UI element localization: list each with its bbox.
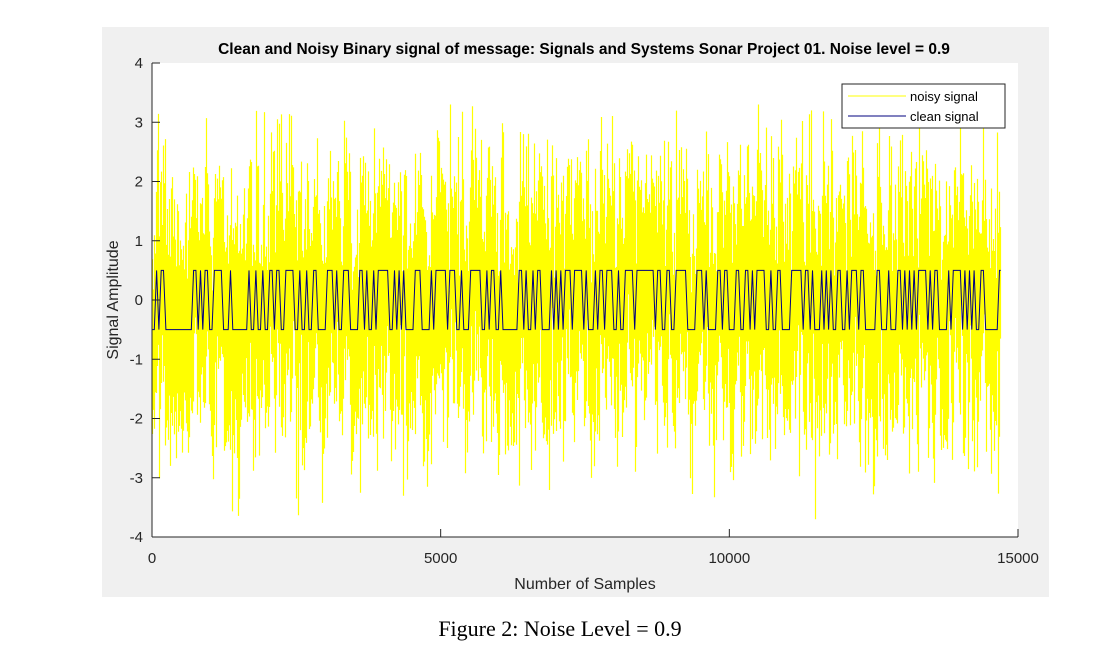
- y-tick-label: 2: [135, 174, 143, 191]
- figure-caption: Figure 2: Noise Level = 0.9: [438, 616, 682, 641]
- x-axis-label: Number of Samples: [514, 576, 655, 593]
- legend-label-clean-signal: clean signal: [910, 109, 979, 124]
- y-tick-label: 0: [135, 292, 143, 309]
- legend: noisy signal clean signal: [841, 83, 1006, 129]
- legend-label-noisy-signal: noisy signal: [910, 89, 978, 104]
- y-tick-label: -4: [130, 529, 143, 546]
- y-tick-label: -2: [130, 411, 143, 428]
- chart-title: Clean and Noisy Binary signal of message…: [218, 41, 950, 58]
- x-tick-label: 0: [148, 550, 156, 567]
- y-tick-label: 4: [135, 55, 143, 72]
- legend-box: [841, 83, 1006, 129]
- y-axis-label: Signal Amplitude: [105, 240, 122, 359]
- y-tick-label: -1: [130, 351, 143, 368]
- clean-signal-series: [152, 269, 1001, 331]
- clean-signal-line: [152, 269, 1001, 331]
- x-tick-label: 15000: [997, 550, 1039, 567]
- y-tick-label: 3: [135, 114, 143, 131]
- x-tick-label: 5000: [424, 550, 457, 567]
- y-tick-label: 1: [135, 233, 143, 250]
- x-tick-label: 10000: [708, 550, 750, 567]
- y-tick-label: -3: [130, 470, 143, 487]
- axes: 0 5000 10000 15000 -4 -3 -2 -1 0 1 2 3 4: [130, 55, 1039, 567]
- chart: 0 5000 10000 15000 -4 -3 -2 -1 0 1 2 3 4 Clean and N…: [105, 41, 1039, 593]
